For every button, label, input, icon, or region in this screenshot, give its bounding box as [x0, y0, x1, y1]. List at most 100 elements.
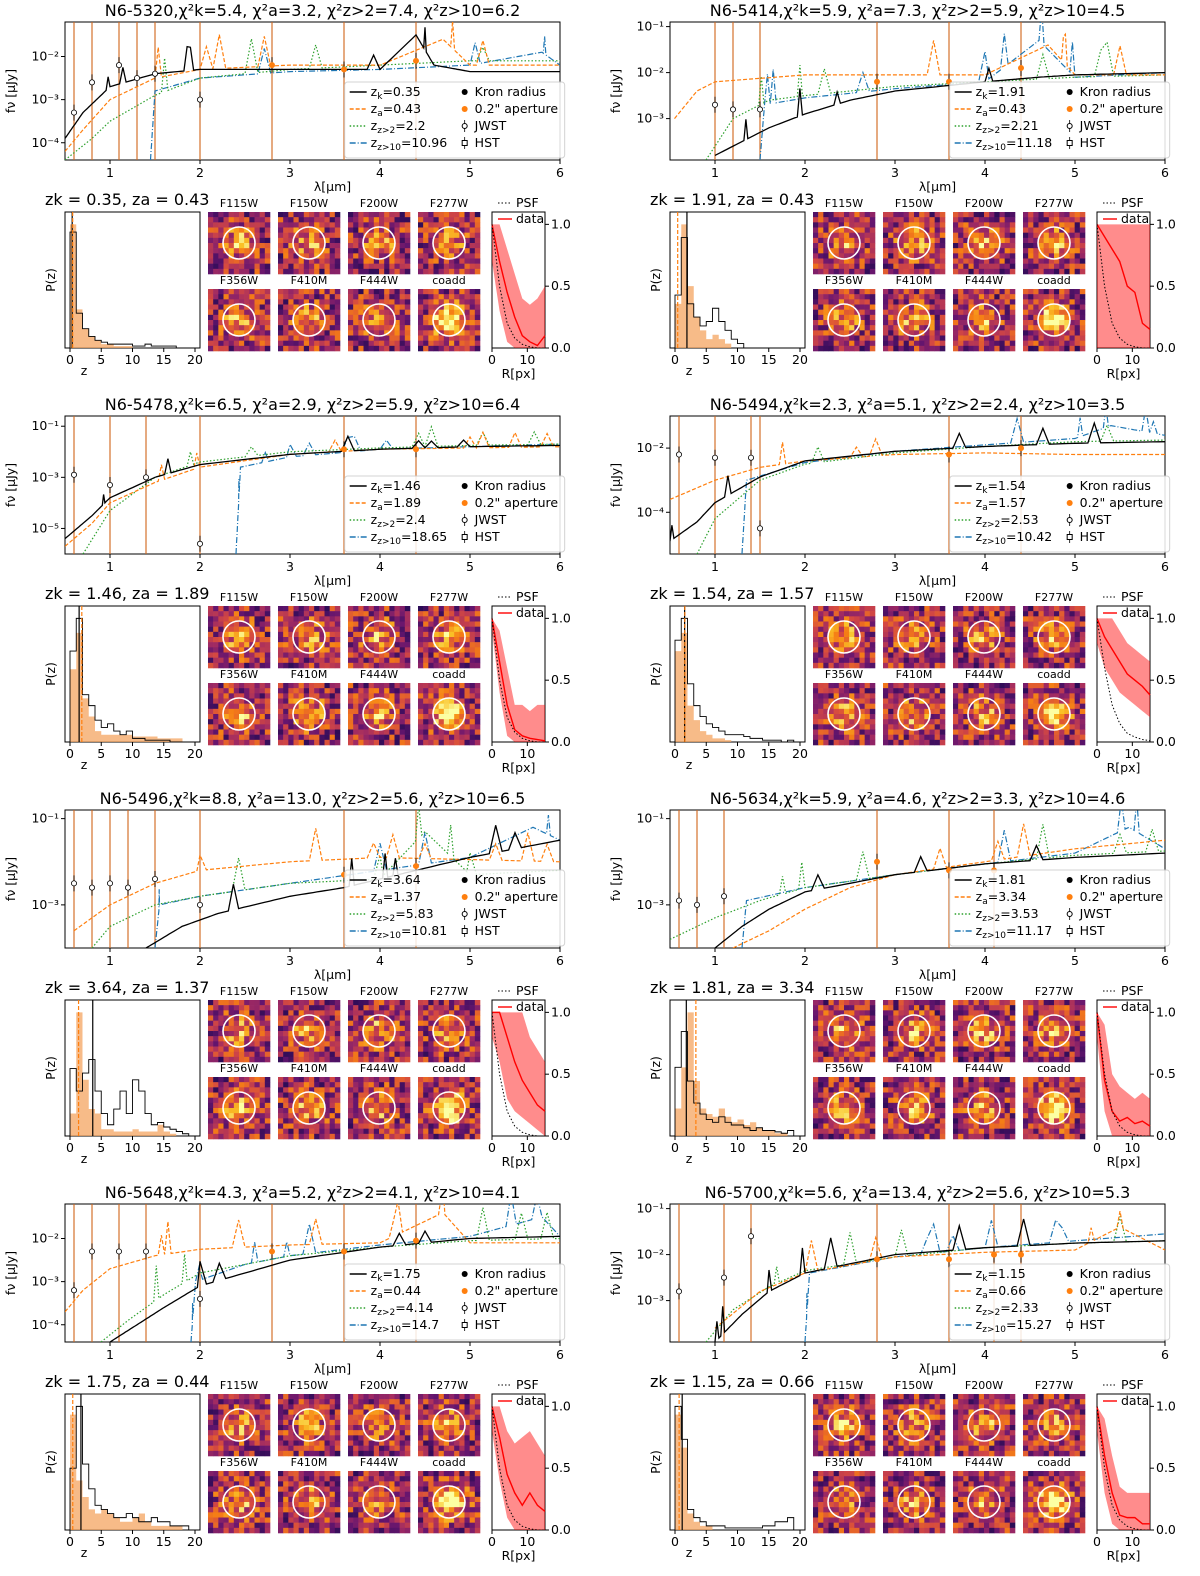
- sed-ytick-label: 10⁻⁴: [31, 1317, 59, 1332]
- profile-legend-data: data: [1121, 211, 1149, 226]
- filter-label-F277W: F277W: [1035, 197, 1073, 210]
- profile-xlabel: R[px]: [1107, 1154, 1141, 1169]
- sed-xtick-label: 1: [711, 953, 719, 968]
- aperture-flux-point: [874, 79, 879, 84]
- sed-ytick-label: 10⁻²: [31, 1231, 59, 1246]
- filter-label-F115W: F115W: [825, 985, 863, 998]
- legend-marker: [1067, 500, 1073, 506]
- sed-ytick-label: 10⁻³: [31, 897, 59, 912]
- sed-xlabel: λ[μm]: [919, 1361, 956, 1376]
- legend-label-right: Kron radius: [475, 478, 546, 493]
- pz-xtick-label: 10: [730, 1140, 746, 1155]
- jwst-flux-point: [71, 110, 76, 115]
- filter-label-coadd: coadd: [1037, 1456, 1070, 1469]
- profile-legend-psf: PSF: [516, 983, 539, 998]
- cutout-F150W: [278, 606, 340, 668]
- pz-xlabel: z: [81, 363, 88, 378]
- pz-xtick-label: 15: [761, 1534, 777, 1549]
- cutout-F115W: [208, 606, 270, 668]
- cutout-F115W: [813, 1000, 875, 1062]
- jwst-flux-point: [152, 71, 157, 76]
- filter-label-F444W: F444W: [965, 1456, 1003, 1469]
- pz-xtick-label: 0: [671, 1534, 679, 1549]
- cutout-coadd: [418, 1077, 480, 1139]
- cutout-coadd: [1023, 289, 1085, 351]
- source-panel-N6-5700: N6-5700,χ²k=5.6, χ²a=13.4, χ²z>2=5.6, χ²…: [605, 1182, 1200, 1576]
- legend-label-right: HST: [1080, 529, 1105, 544]
- filter-label-F200W: F200W: [965, 591, 1003, 604]
- jwst-flux-point: [721, 1275, 726, 1280]
- sed-xtick-label: 3: [286, 165, 294, 180]
- profile-legend-psf: PSF: [1121, 195, 1144, 210]
- legend-marker: [462, 929, 467, 934]
- filter-label-F356W: F356W: [220, 1456, 258, 1469]
- jwst-flux-point: [89, 1249, 94, 1254]
- jwst-flux-point: [197, 541, 202, 546]
- profile-xtick-label: 10: [519, 1140, 535, 1155]
- profile-xtick-label: 0: [488, 746, 496, 761]
- filter-label-F356W: F356W: [220, 1062, 258, 1075]
- legend-label-right: Kron radius: [1080, 84, 1151, 99]
- pz-xtick-label: 0: [671, 352, 679, 367]
- filter-label-F356W: F356W: [825, 1456, 863, 1469]
- filter-label-F150W: F150W: [290, 197, 328, 210]
- pz-xtick-label: 15: [761, 1140, 777, 1155]
- filter-label-F150W: F150W: [895, 1379, 933, 1392]
- pz-xtick-label: 15: [156, 1140, 172, 1155]
- filter-label-F115W: F115W: [825, 1379, 863, 1392]
- source-panel-N6-5634: N6-5634,χ²k=5.9, χ²a=4.6, χ²z>2=3.3, χ²z…: [605, 788, 1200, 1182]
- jwst-flux-point: [748, 455, 753, 460]
- cutout-F410M: [278, 683, 340, 745]
- cutout-F444W: [348, 683, 410, 745]
- cutout-F356W: [813, 1471, 875, 1533]
- cutout-F444W: [348, 289, 410, 351]
- sed-xtick-label: 2: [196, 953, 204, 968]
- legend-label-right: HST: [1080, 1317, 1105, 1332]
- cutout-F356W: [208, 1471, 270, 1533]
- jwst-flux-point: [89, 80, 94, 85]
- pz-title: zk = 0.35, za = 0.43: [45, 190, 209, 209]
- jwst-flux-point: [71, 1288, 76, 1293]
- cutout-F277W: [418, 606, 480, 668]
- profile-ytick-label: 0.5: [1156, 1460, 1176, 1475]
- profile-ytick-label: 0.0: [551, 734, 571, 749]
- sed-xtick-label: 4: [376, 1347, 384, 1362]
- cutout-F200W: [348, 606, 410, 668]
- aperture-flux-point: [341, 1249, 346, 1254]
- cutout-F200W: [348, 1000, 410, 1062]
- profile-ytick-label: 0.0: [551, 1128, 571, 1143]
- profile-legend-data: data: [1121, 999, 1149, 1014]
- source-panel-N6-5414: N6-5414,χ²k=5.9, χ²a=7.3, χ²z>2=5.9, χ²z…: [605, 0, 1200, 394]
- profile-ytick-label: 0.5: [551, 1460, 571, 1475]
- cutout-F150W: [278, 1000, 340, 1062]
- pz-ylabel: P(z): [43, 662, 58, 686]
- cutout-F444W: [348, 1471, 410, 1533]
- filter-label-coadd: coadd: [1037, 1062, 1070, 1075]
- filter-label-F115W: F115W: [220, 591, 258, 604]
- pz-title: zk = 1.15, za = 0.66: [650, 1372, 814, 1391]
- pz-title: zk = 1.81, za = 3.34: [650, 978, 814, 997]
- legend-marker: [1067, 106, 1073, 112]
- cutout-F150W: [883, 212, 945, 274]
- filter-label-F150W: F150W: [895, 985, 933, 998]
- pz-xlabel: z: [686, 363, 693, 378]
- sed-ylabel: fν [μJy]: [608, 69, 623, 113]
- pz-xtick-label: 0: [671, 1140, 679, 1155]
- jwst-flux-point: [71, 472, 76, 477]
- sed-ytick-label: 10⁻¹: [636, 1201, 664, 1216]
- sed-title: N6-5414,χ²k=5.9, χ²a=7.3, χ²z>2=5.9, χ²z…: [710, 1, 1126, 20]
- legend-marker: [1067, 124, 1072, 129]
- profile-xtick-label: 0: [488, 1140, 496, 1155]
- cutout-F115W: [813, 1394, 875, 1456]
- cutout-F356W: [208, 289, 270, 351]
- profile-xlabel: R[px]: [1107, 1548, 1141, 1563]
- sed-xtick-label: 6: [556, 1347, 564, 1362]
- profile-xlabel: R[px]: [1107, 760, 1141, 775]
- sed-ytick-label: 10⁻²: [31, 49, 59, 64]
